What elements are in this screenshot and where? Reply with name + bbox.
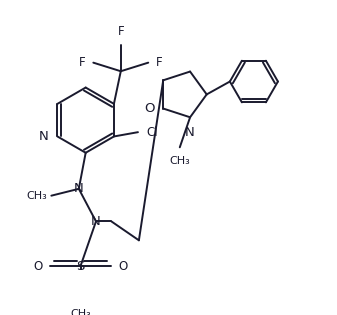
Text: Cl: Cl — [147, 126, 158, 139]
Text: O: O — [33, 260, 43, 272]
Text: N: N — [185, 126, 195, 139]
Text: O: O — [118, 260, 127, 272]
Text: F: F — [79, 56, 86, 69]
Text: O: O — [144, 102, 155, 115]
Text: N: N — [39, 130, 49, 143]
Text: CH₃: CH₃ — [26, 191, 47, 201]
Text: CH₃: CH₃ — [170, 156, 190, 166]
Text: F: F — [156, 56, 162, 69]
Text: CH₃: CH₃ — [70, 309, 91, 315]
Text: N: N — [91, 215, 101, 228]
Text: F: F — [118, 25, 124, 38]
Text: S: S — [76, 260, 85, 272]
Text: N: N — [74, 182, 84, 195]
